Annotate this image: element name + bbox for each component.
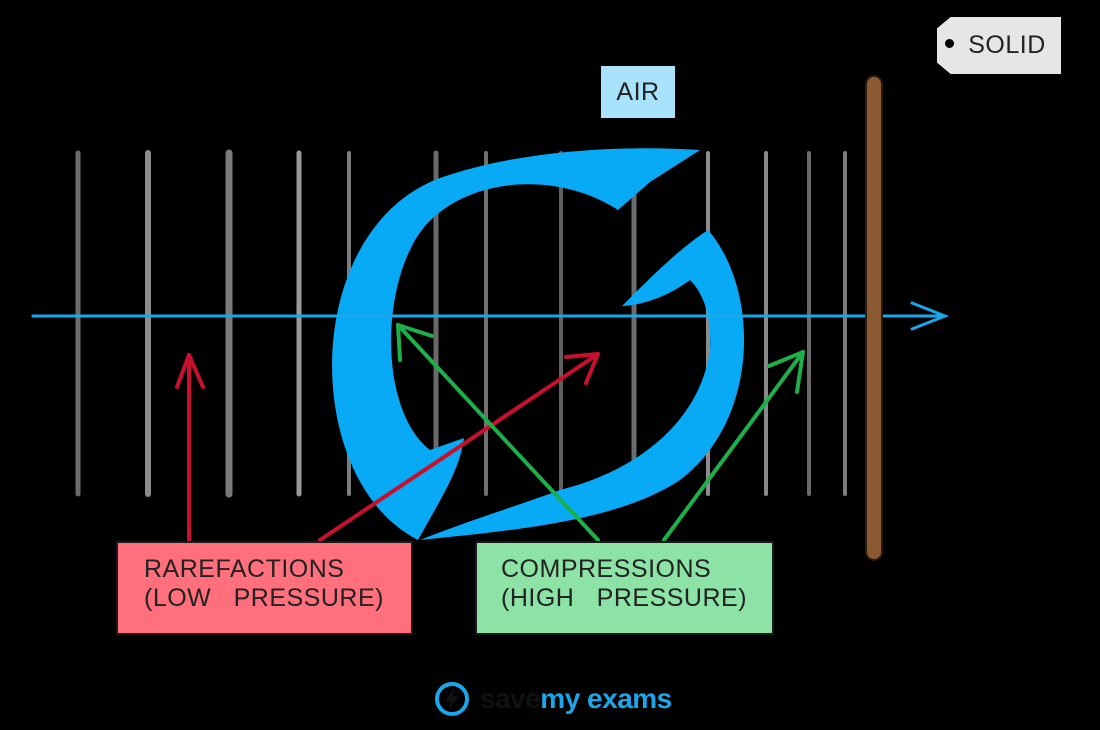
propagation-arrow xyxy=(31,301,950,331)
solid-label: SOLID xyxy=(937,17,1061,74)
compression-arrowhead xyxy=(396,323,434,362)
compression-arrow xyxy=(662,350,805,542)
rarefaction-arrow xyxy=(318,352,600,542)
logo-text-myexams: my exams xyxy=(540,683,672,714)
compression-arrowhead xyxy=(767,350,805,394)
rarefactions-subtitle: (LOW PRESSURE) xyxy=(144,583,384,612)
tag-hole-icon xyxy=(945,39,954,48)
compression-arrows xyxy=(396,323,805,542)
rarefactions-title: RAREFACTIONS xyxy=(144,555,345,583)
compressions-box: COMPRESSIONS (HIGH PRESSURE) xyxy=(475,541,774,635)
rarefaction-arrowhead xyxy=(564,352,600,385)
compressions-title: COMPRESSIONS xyxy=(501,555,712,583)
compression-arrow xyxy=(396,323,600,542)
rarefaction-arrows xyxy=(175,352,600,542)
logo: savemy exams xyxy=(434,680,672,718)
circular-arrow-icon xyxy=(332,148,745,540)
logo-text-save: save xyxy=(480,683,541,714)
lightning-bolt-icon xyxy=(435,682,469,716)
solid-rod xyxy=(865,75,883,561)
air-label: AIR xyxy=(601,66,675,118)
compressions-subtitle: (HIGH PRESSURE) xyxy=(501,583,748,612)
rarefaction-arrowhead xyxy=(175,353,205,389)
rarefactions-box: RAREFACTIONS (LOW PRESSURE) xyxy=(116,541,413,635)
logo-wordmark: savemy exams xyxy=(480,683,672,715)
